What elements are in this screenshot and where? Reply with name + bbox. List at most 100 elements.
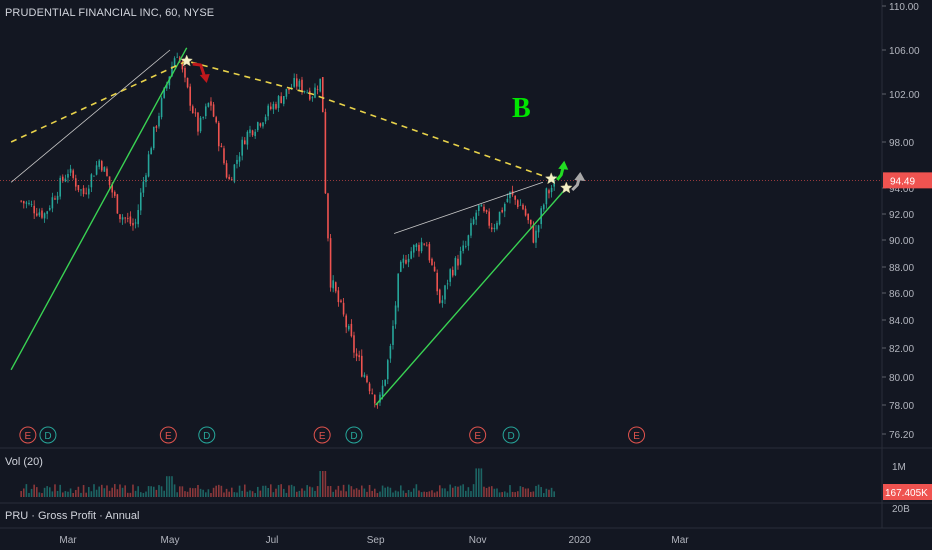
y-tick-label: 92.00	[889, 210, 914, 221]
volume-bar	[139, 492, 142, 497]
candle-body	[100, 161, 103, 171]
candle-body	[493, 227, 496, 230]
volume-bar	[152, 486, 155, 497]
candle-body	[272, 104, 275, 110]
candle-body	[423, 243, 425, 245]
volume-bar	[451, 487, 454, 497]
event-marker-label: E	[474, 431, 481, 442]
volume-bar	[100, 484, 103, 497]
candle-body	[405, 259, 407, 264]
candle-body	[160, 98, 163, 118]
volume-bar	[459, 485, 462, 497]
volume-bar	[30, 488, 33, 497]
candle-body	[399, 261, 402, 272]
x-tick-label: May	[161, 535, 180, 546]
candle-body	[233, 164, 236, 182]
volume-bar	[90, 491, 93, 497]
candle-body	[444, 285, 446, 300]
volume-bar	[51, 491, 54, 497]
candle-body	[467, 235, 470, 246]
volume-bar	[171, 476, 173, 497]
volume-bar	[41, 493, 43, 497]
candle-body	[72, 170, 74, 178]
candle-body	[316, 89, 319, 90]
volume-bar	[272, 492, 275, 497]
volume-bar	[415, 484, 418, 497]
volume-bar	[376, 493, 379, 497]
candle-body	[238, 156, 241, 162]
event-marker-label: E	[633, 431, 640, 442]
event-marker	[19, 426, 37, 444]
candle-body	[347, 325, 350, 330]
event-marker-label: E	[319, 431, 326, 442]
candle-body	[490, 227, 493, 230]
volume-bar	[158, 485, 160, 497]
volume-bar	[43, 487, 46, 497]
volume-bar	[54, 484, 56, 497]
candle-body	[360, 355, 363, 377]
volume-bar	[293, 486, 295, 497]
volume-bar	[363, 488, 366, 497]
volume-bar	[308, 486, 311, 497]
candle-body	[389, 346, 392, 359]
volume-bar	[321, 471, 324, 497]
volume-bar	[511, 491, 514, 497]
candle-body	[277, 96, 280, 108]
volume-bar	[61, 492, 64, 497]
candle-body	[332, 280, 334, 289]
volume-bar	[290, 484, 293, 497]
volume-bar	[519, 486, 522, 497]
volume-bar	[347, 484, 350, 497]
volume-bar	[449, 484, 451, 497]
volume-bar	[306, 485, 308, 497]
candle-body	[529, 219, 532, 225]
candle-body	[259, 123, 262, 126]
volume-bar	[132, 484, 134, 497]
candle-body	[329, 238, 332, 288]
candle-body	[30, 204, 33, 205]
candle-body	[163, 87, 165, 98]
volume-bar	[236, 492, 238, 497]
candle-body	[459, 251, 462, 265]
volume-bar	[436, 491, 438, 497]
volume-bar	[259, 490, 262, 497]
candle-body	[152, 126, 155, 149]
candle-body	[134, 222, 137, 224]
candle-body	[139, 192, 142, 211]
volume-bar	[503, 491, 506, 497]
volume-bar	[407, 490, 410, 497]
candle-body	[373, 394, 376, 404]
candle-body	[184, 67, 186, 78]
candle-body	[358, 355, 360, 358]
candle-body	[483, 206, 485, 212]
volume-bar	[173, 484, 176, 497]
volume-bar	[93, 484, 95, 497]
candle-body	[155, 126, 158, 128]
candle-body	[20, 200, 22, 202]
candle-body	[119, 214, 121, 220]
volume-bar	[282, 488, 285, 497]
volume-bar	[324, 471, 327, 497]
candle-body	[472, 219, 475, 225]
candle-body	[527, 213, 529, 221]
candle-body	[285, 88, 288, 97]
y-tick-label: 90.00	[889, 236, 914, 247]
event-marker-label: D	[44, 431, 51, 442]
candle-body	[537, 225, 540, 233]
volume-bar	[233, 492, 236, 497]
y-tick-label: 76.20	[889, 430, 914, 441]
candle-body	[485, 210, 488, 212]
y-tick-label: 84.00	[889, 316, 914, 327]
candle-body	[363, 374, 366, 377]
volume-bar	[428, 491, 431, 497]
candle-body	[311, 97, 314, 99]
candle-body	[264, 116, 267, 122]
volume-bar	[423, 491, 425, 497]
up-arrow-gray-head	[574, 172, 586, 181]
volume-bar	[457, 486, 459, 497]
candle-body	[251, 130, 254, 136]
candle-body	[267, 105, 269, 117]
candle-body	[103, 167, 106, 172]
volume-bar	[142, 492, 145, 497]
